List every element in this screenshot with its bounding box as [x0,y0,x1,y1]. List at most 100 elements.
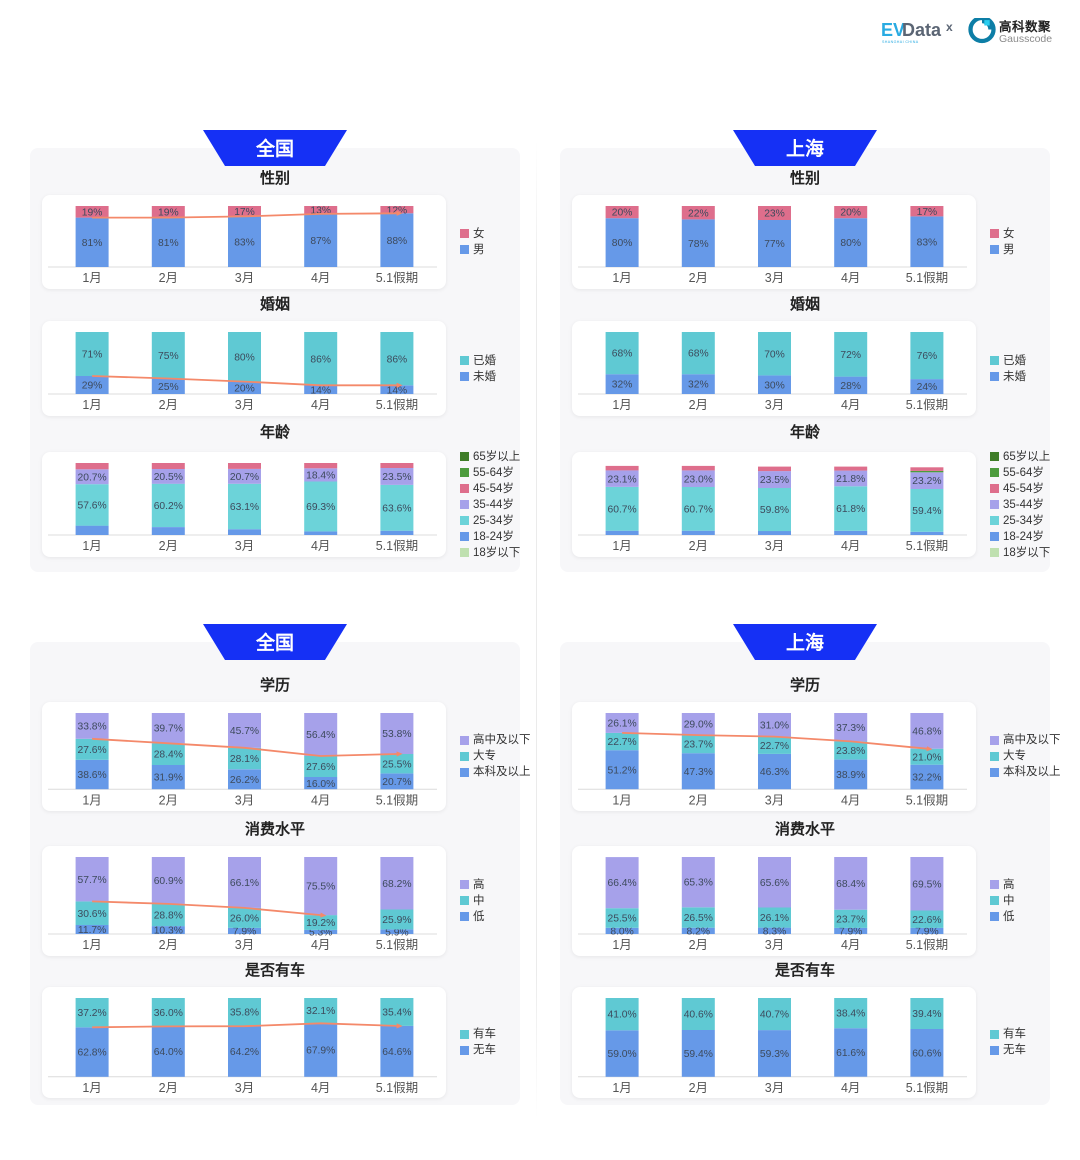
svg-text:39.7%: 39.7% [154,723,183,734]
svg-text:28.1%: 28.1% [230,754,259,765]
svg-text:59.0%: 59.0% [607,1049,636,1060]
svg-text:61.8%: 61.8% [836,504,865,515]
svg-text:4月: 4月 [841,938,860,952]
svg-text:7.9%: 7.9% [915,926,938,937]
svg-text:8.3%: 8.3% [763,926,786,937]
svg-text:1月: 1月 [82,398,101,412]
svg-text:5.1假期: 5.1假期 [906,271,948,285]
svg-text:40.7%: 40.7% [760,1009,789,1020]
svg-text:65.6%: 65.6% [760,878,789,889]
svg-text:68%: 68% [688,349,709,360]
svg-text:80%: 80% [840,238,861,249]
svg-text:28.8%: 28.8% [154,910,183,921]
svg-text:4月: 4月 [841,793,860,807]
svg-text:60.7%: 60.7% [684,504,713,515]
svg-text:3月: 3月 [235,539,254,553]
svg-text:68%: 68% [612,349,633,360]
svg-text:上海: 上海 [786,137,824,160]
svg-text:23.7%: 23.7% [684,739,713,750]
svg-text:20.7%: 20.7% [382,777,411,788]
svg-text:23.1%: 23.1% [607,474,636,485]
svg-text:39.4%: 39.4% [912,1009,941,1020]
svg-text:5.1假期: 5.1假期 [906,938,948,952]
svg-text:60.6%: 60.6% [912,1048,941,1059]
svg-text:33.8%: 33.8% [77,721,106,732]
svg-text:8.0%: 8.0% [610,926,633,937]
svg-text:4月: 4月 [311,398,330,412]
svg-text:83%: 83% [917,237,938,248]
svg-text:3月: 3月 [235,271,254,285]
svg-text:62.8%: 62.8% [77,1047,106,1058]
svg-text:20.7%: 20.7% [77,472,106,483]
svg-text:23.0%: 23.0% [684,474,713,485]
svg-text:1月: 1月 [612,271,631,285]
svg-text:7.9%: 7.9% [839,926,862,937]
svg-text:1月: 1月 [82,539,101,553]
svg-text:40.6%: 40.6% [684,1009,713,1020]
svg-text:81%: 81% [82,238,103,249]
svg-text:4月: 4月 [841,539,860,553]
svg-text:69.5%: 69.5% [912,879,941,890]
svg-text:51.2%: 51.2% [607,765,636,776]
svg-text:32%: 32% [612,380,633,391]
svg-text:26.1%: 26.1% [607,718,636,729]
svg-text:35.4%: 35.4% [382,1007,411,1018]
svg-text:69.3%: 69.3% [306,502,335,513]
svg-text:87%: 87% [310,236,331,247]
svg-text:1月: 1月 [612,398,631,412]
svg-text:23.7%: 23.7% [836,914,865,925]
svg-text:x: x [946,20,953,34]
svg-text:8.2%: 8.2% [687,926,710,937]
svg-text:31.0%: 31.0% [760,720,789,731]
svg-text:16.0%: 16.0% [306,778,335,789]
svg-text:26.5%: 26.5% [684,913,713,924]
svg-text:3月: 3月 [235,793,254,807]
svg-text:全国: 全国 [255,137,294,160]
svg-text:32.1%: 32.1% [306,1006,335,1017]
svg-text:4月: 4月 [311,938,330,952]
svg-text:26.0%: 26.0% [230,913,259,924]
svg-text:20%: 20% [840,207,861,218]
svg-text:60.9%: 60.9% [154,876,183,887]
svg-text:上海: 上海 [786,631,824,654]
svg-text:57.7%: 57.7% [77,875,106,886]
svg-text:4月: 4月 [311,271,330,285]
svg-text:83%: 83% [234,237,255,248]
svg-text:17%: 17% [917,207,938,218]
svg-text:46.3%: 46.3% [760,767,789,778]
svg-text:Data: Data [902,20,942,40]
svg-text:4月: 4月 [311,793,330,807]
svg-text:7.9%: 7.9% [233,926,256,937]
svg-text:27.6%: 27.6% [77,744,106,755]
svg-text:61.6%: 61.6% [836,1048,865,1059]
svg-text:45.7%: 45.7% [230,726,259,737]
svg-text:21.8%: 21.8% [836,474,865,485]
svg-text:5.1假期: 5.1假期 [906,793,948,807]
svg-text:3月: 3月 [235,398,254,412]
svg-text:3月: 3月 [235,1080,254,1094]
svg-text:57.6%: 57.6% [77,501,106,512]
svg-text:1月: 1月 [82,271,101,285]
svg-text:59.4%: 59.4% [912,506,941,517]
svg-text:30.6%: 30.6% [77,909,106,920]
svg-text:18.4%: 18.4% [306,471,335,482]
svg-text:1月: 1月 [612,938,631,952]
svg-text:1月: 1月 [82,938,101,952]
svg-text:23.5%: 23.5% [760,475,789,486]
svg-text:22.6%: 22.6% [912,915,941,926]
svg-text:31.9%: 31.9% [154,772,183,783]
svg-text:72%: 72% [840,350,861,361]
svg-text:5.1假期: 5.1假期 [906,1080,948,1094]
svg-text:32%: 32% [688,380,709,391]
svg-text:59.8%: 59.8% [760,505,789,516]
svg-text:4月: 4月 [841,1080,860,1094]
svg-text:1月: 1月 [82,1080,101,1094]
svg-text:2月: 2月 [689,1080,708,1094]
svg-text:19.2%: 19.2% [306,918,335,929]
svg-text:70%: 70% [764,349,785,360]
svg-text:32.2%: 32.2% [912,772,941,783]
svg-text:14%: 14% [387,385,408,396]
svg-text:3月: 3月 [765,539,784,553]
svg-text:56.4%: 56.4% [306,730,335,741]
svg-text:22%: 22% [688,208,709,219]
